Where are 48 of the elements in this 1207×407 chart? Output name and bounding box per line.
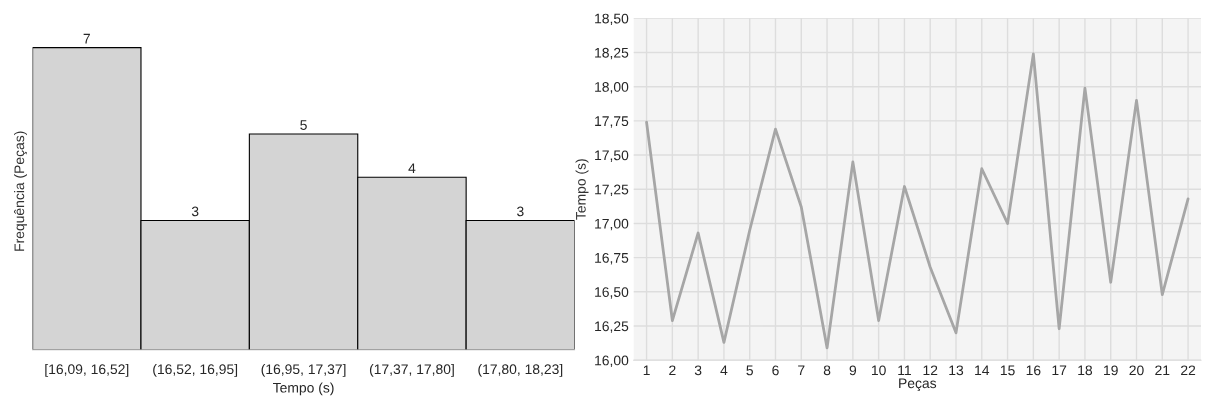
x-tick-label: (16,95, 17,37]: [261, 363, 346, 377]
y-tick-label: 16,75: [595, 252, 629, 265]
x-tick-label: 13: [949, 365, 964, 376]
data-label: 4: [408, 163, 416, 173]
x-tick-label: 4: [720, 365, 728, 376]
y-tick-label: 17,25: [595, 184, 629, 197]
data-label: 7: [83, 33, 90, 44]
y-axis-title: Tempo (s): [575, 159, 589, 220]
data-label: 5: [300, 120, 307, 130]
y-tick-label: 17,00: [595, 218, 629, 231]
y-tick-label: 18,25: [595, 47, 629, 60]
x-tick-label: 14: [975, 365, 990, 376]
y-tick-label: 18,50: [595, 13, 629, 26]
y-tick-label: 17,75: [595, 116, 629, 128]
y-tick-label: 18,00: [595, 82, 629, 94]
x-tick-label: (16,52, 16,95]: [153, 363, 238, 377]
x-tick-label: 19: [1104, 365, 1118, 376]
y-tick-label: 16,00: [595, 355, 629, 367]
line-series: [645, 52, 1190, 350]
x-tick-label: 8: [823, 365, 831, 376]
y-axis-title: Frequência (Peças): [13, 131, 28, 251]
y-tick-label: 16,25: [595, 321, 629, 333]
x-tick-label: 2: [669, 365, 676, 376]
x-tick-label: 22: [1181, 365, 1196, 376]
x-tick-label: [16,09, 16,52]: [45, 363, 129, 377]
x-tick-label: 1: [643, 365, 650, 376]
x-tick-label: (17,37, 17,80]: [369, 363, 454, 377]
x-tick-label: 18: [1078, 365, 1093, 376]
x-tick-label: 6: [772, 365, 779, 376]
x-tick-label: 16: [1026, 365, 1041, 376]
x-tick-label: 17: [1052, 365, 1067, 376]
x-tick-label: 20: [1129, 365, 1144, 376]
x-tick-label: 11: [898, 365, 911, 376]
x-axis-title: Tempo (s): [273, 382, 334, 396]
x-axis-title: Peças: [899, 378, 937, 391]
data-label: 3: [191, 206, 199, 217]
x-tick-label: 3: [694, 365, 702, 376]
y-tick-label: 17,50: [595, 150, 629, 162]
x-tick-label: 7: [798, 365, 805, 376]
data-label: 3: [517, 206, 524, 217]
x-tick-label: 21: [1155, 365, 1170, 376]
x-tick-label: 9: [849, 365, 857, 376]
y-tick-label: 16,50: [595, 287, 629, 299]
x-tick-label: 10: [871, 365, 886, 376]
x-tick-label: 5: [746, 365, 753, 376]
x-tick-label: 15: [1000, 365, 1015, 376]
x-tick-label: (17,80, 18,23]: [478, 363, 563, 377]
x-tick-label: 12: [923, 365, 938, 376]
